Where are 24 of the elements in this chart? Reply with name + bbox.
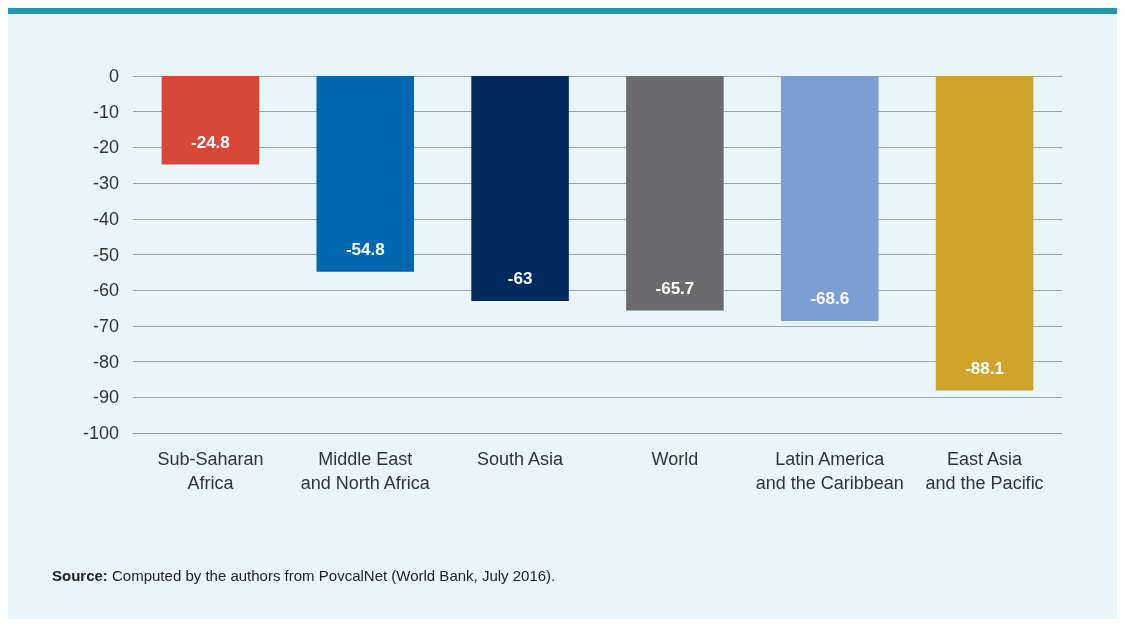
y-tick-label: -30	[92, 173, 119, 194]
x-tick-label: Sub-Saharan Africa	[157, 449, 264, 493]
x-tick-label: South Asia	[477, 449, 565, 469]
y-tick-label: -50	[92, 244, 119, 265]
y-tick-label: -100	[82, 423, 119, 443]
data-label: -24.8	[191, 132, 230, 152]
data-label: -65.7	[655, 278, 695, 298]
data-label: -68.6	[810, 288, 850, 308]
y-tick-label: -60	[92, 280, 119, 301]
y-tick-label: -80	[92, 351, 119, 372]
x-tick-label: Middle East and North Africa	[300, 449, 431, 493]
source-note: Source: Computed by the authors from PovcalNet (World Bank, July 2016).	[52, 567, 556, 584]
data-label: -63	[507, 268, 533, 288]
x-tick-label: World	[651, 449, 699, 469]
x-tick-label: Latin America and the Caribbean	[755, 449, 904, 493]
y-tick-label: -70	[92, 315, 119, 336]
y-tick-label: -90	[92, 387, 119, 408]
data-label: -54.8	[345, 239, 385, 259]
data-label: -88.1	[965, 358, 1004, 378]
y-tick-label: -40	[92, 208, 119, 229]
x-tick-label: East Asia and the Pacific	[925, 449, 1044, 493]
y-tick-label: -10	[92, 101, 119, 122]
y-tick-label: -20	[92, 137, 119, 158]
y-tick-label: 0	[108, 66, 119, 86]
